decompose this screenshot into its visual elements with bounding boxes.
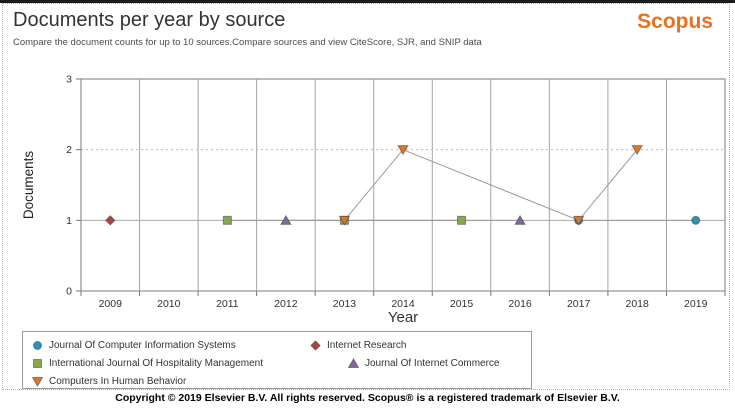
top-border-bar	[0, 0, 735, 3]
tick-label: 2012	[274, 298, 298, 310]
diamond-icon	[310, 340, 321, 351]
square-icon	[222, 215, 232, 225]
circle-icon	[691, 215, 701, 225]
series-line	[344, 149, 638, 221]
legend-item-0[interactable]: Journal Of Computer Information Systems	[31, 339, 236, 352]
triangle-up-icon	[280, 214, 292, 225]
tick-label: 2013	[333, 298, 357, 310]
legend-item-3[interactable]: Journal Of Internet Commerce	[347, 357, 500, 370]
triangle-down-icon	[572, 215, 585, 226]
tick-label: 3	[66, 74, 72, 86]
legend-item-4[interactable]: Computers In Human Behavior	[31, 375, 186, 388]
chart-legend: Journal Of Computer Information Systems I…	[22, 331, 532, 389]
legend-label: International Journal Of Hospitality Man…	[49, 358, 264, 369]
circle-icon	[33, 341, 42, 350]
triangle-down-icon	[397, 145, 409, 156]
page-title: Documents per year by source	[13, 9, 286, 31]
tick-label: 0	[66, 286, 72, 298]
tick-label: 2014	[391, 298, 415, 310]
tick-label: 2010	[157, 298, 181, 310]
triangle-up-icon	[347, 357, 360, 368]
circle-icon	[33, 341, 42, 350]
tick-label: 2016	[508, 298, 532, 310]
y-axis-label: Documents	[21, 151, 36, 220]
legend-label: Journal Of Internet Commerce	[365, 358, 500, 369]
square-icon	[33, 359, 42, 368]
legend-label: Computers In Human Behavior	[49, 376, 187, 387]
tick-label: 2	[66, 144, 72, 156]
legend-item-1[interactable]: Internet Research	[309, 339, 407, 352]
legend-label: Journal Of Computer Information Systems	[49, 340, 236, 351]
tick-label: 2011	[216, 298, 239, 310]
x-axis-label: Year	[388, 309, 418, 326]
tick-label: 2019	[684, 298, 708, 310]
legend-label: Internet Research	[327, 340, 407, 351]
triangle-down-icon	[338, 215, 351, 226]
triangle-down-icon	[31, 377, 44, 388]
diamond-icon	[104, 215, 116, 226]
diamond-icon	[310, 340, 321, 351]
square-icon	[33, 359, 42, 368]
tick-label: 2017	[567, 298, 591, 310]
triangle-down-icon	[631, 145, 644, 156]
tick-label: 2009	[99, 298, 123, 310]
scopus-logo: Scopus	[637, 10, 713, 33]
plot-grid-and-series: 2009 2010 2011 2012 2013 2014 2015 2016 2017 2018…	[66, 74, 726, 310]
footer-copyright: Copyright © 2019 Elsevier B.V. All right…	[115, 392, 620, 404]
chart-subtitle: Compare the document counts for up to 10…	[13, 37, 482, 48]
triangle-up-icon	[514, 214, 526, 225]
plot-svg: 2009 2010 2011 2012 2013 2014 2015 2016 2017 2018…	[21, 74, 726, 326]
plot-border	[80, 78, 726, 292]
tick-label: 2018	[626, 298, 650, 310]
triangle-down-icon	[31, 377, 44, 388]
legend-item-2[interactable]: International Journal Of Hospitality Man…	[31, 357, 263, 370]
triangle-up-icon	[347, 357, 360, 368]
square-icon	[457, 215, 467, 225]
tick-label: 2015	[450, 298, 474, 310]
tick-label: 1	[66, 215, 72, 227]
chart-card: Documents per year by source Scopus Comp…	[2, 3, 730, 390]
